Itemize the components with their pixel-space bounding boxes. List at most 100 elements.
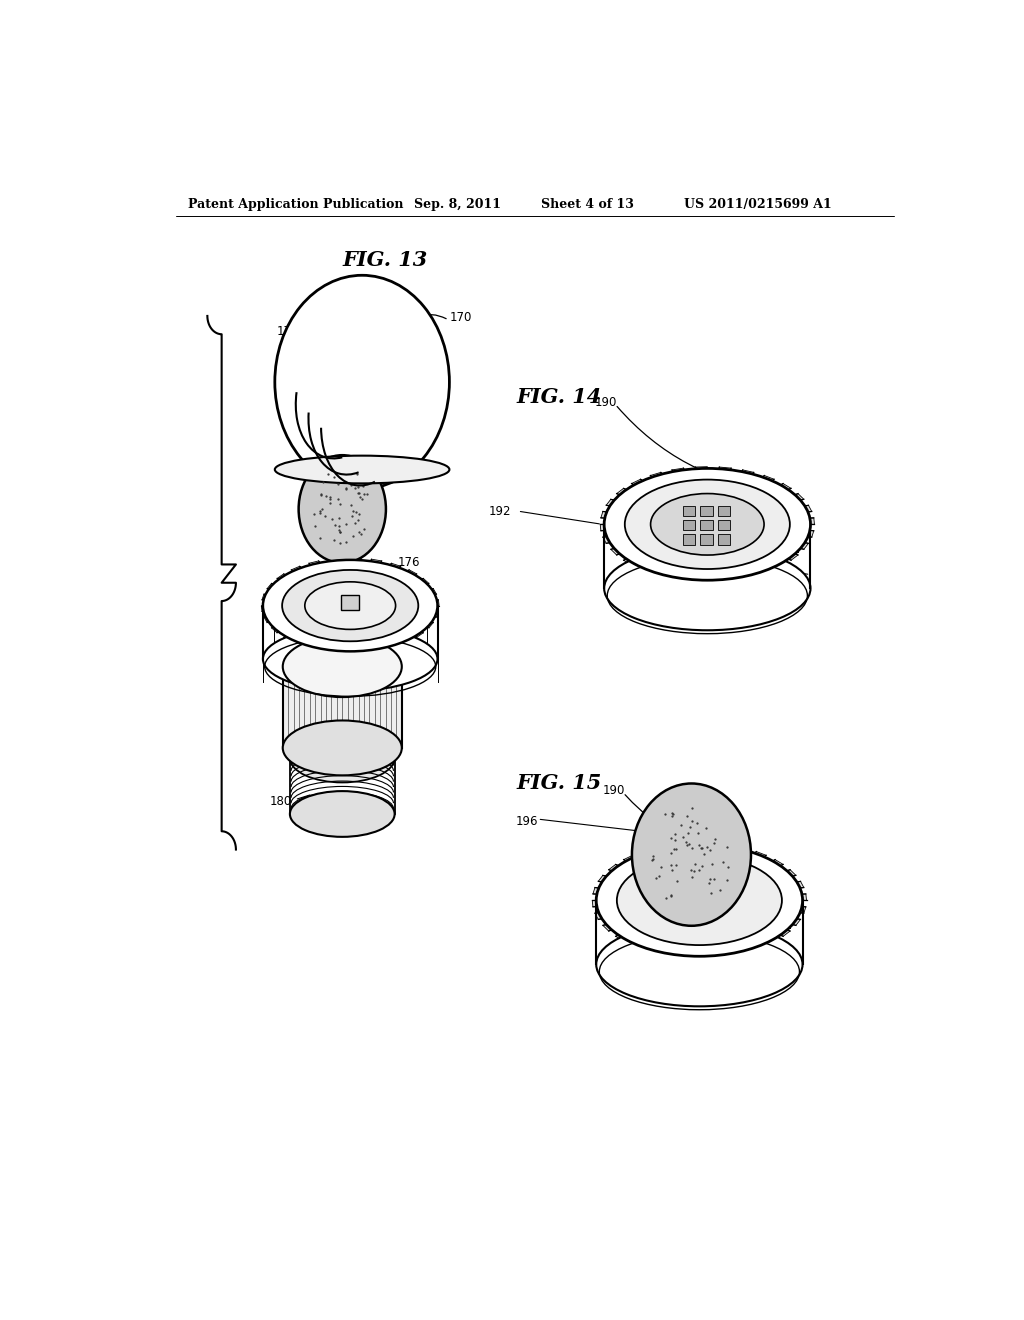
Polygon shape <box>318 639 335 652</box>
Ellipse shape <box>604 546 811 630</box>
Text: 190: 190 <box>602 784 625 797</box>
Polygon shape <box>777 906 806 913</box>
Polygon shape <box>329 558 342 572</box>
Polygon shape <box>716 467 731 483</box>
Polygon shape <box>762 923 791 936</box>
Polygon shape <box>642 849 665 865</box>
Polygon shape <box>717 941 735 957</box>
Ellipse shape <box>650 494 764 554</box>
Polygon shape <box>641 557 666 573</box>
Text: 196: 196 <box>515 814 538 828</box>
Polygon shape <box>632 479 657 494</box>
Ellipse shape <box>263 560 437 651</box>
Bar <box>700 520 713 531</box>
Polygon shape <box>366 560 382 573</box>
Polygon shape <box>660 562 681 578</box>
FancyBboxPatch shape <box>341 595 359 610</box>
Polygon shape <box>600 524 629 531</box>
Polygon shape <box>725 565 742 581</box>
Ellipse shape <box>596 845 803 956</box>
Bar <box>683 520 695 531</box>
Polygon shape <box>350 558 360 570</box>
Polygon shape <box>786 517 814 524</box>
Polygon shape <box>757 554 783 569</box>
Polygon shape <box>593 887 622 895</box>
Polygon shape <box>699 942 712 958</box>
FancyBboxPatch shape <box>283 667 401 748</box>
Bar <box>718 520 730 531</box>
Polygon shape <box>633 933 657 949</box>
Polygon shape <box>782 506 812 515</box>
Polygon shape <box>261 606 286 611</box>
Polygon shape <box>664 845 682 861</box>
Polygon shape <box>387 632 410 645</box>
Polygon shape <box>615 927 643 941</box>
Text: 194: 194 <box>618 540 641 553</box>
Polygon shape <box>774 882 804 891</box>
Polygon shape <box>767 870 796 882</box>
Ellipse shape <box>596 923 803 1006</box>
Bar <box>718 535 730 545</box>
Polygon shape <box>769 546 798 560</box>
Text: 192: 192 <box>488 504 511 517</box>
Polygon shape <box>284 628 307 642</box>
Polygon shape <box>779 539 809 549</box>
Polygon shape <box>300 635 319 648</box>
Ellipse shape <box>290 791 394 837</box>
Polygon shape <box>756 859 783 874</box>
Polygon shape <box>271 622 297 632</box>
Polygon shape <box>784 529 814 537</box>
Text: 176: 176 <box>397 557 420 569</box>
Text: FIG. 13: FIG. 13 <box>342 249 428 271</box>
Text: 170: 170 <box>450 312 472 325</box>
Polygon shape <box>774 494 804 506</box>
Polygon shape <box>408 618 433 628</box>
Polygon shape <box>309 561 327 574</box>
Text: 190: 190 <box>595 396 617 409</box>
Polygon shape <box>778 894 807 900</box>
Polygon shape <box>741 561 764 577</box>
Polygon shape <box>672 469 690 484</box>
Ellipse shape <box>290 734 394 783</box>
Polygon shape <box>267 583 293 593</box>
Polygon shape <box>683 566 698 582</box>
Polygon shape <box>414 610 438 616</box>
Text: Sheet 4 of 13: Sheet 4 of 13 <box>541 198 634 211</box>
Ellipse shape <box>283 636 401 697</box>
Polygon shape <box>734 936 757 952</box>
Polygon shape <box>733 470 754 486</box>
Polygon shape <box>278 574 301 586</box>
Polygon shape <box>726 846 745 862</box>
Text: Patent Application Publication: Patent Application Publication <box>187 198 403 211</box>
Polygon shape <box>624 550 651 565</box>
Polygon shape <box>695 467 708 482</box>
Text: Sep. 8, 2011: Sep. 8, 2011 <box>414 198 501 211</box>
Polygon shape <box>750 475 774 491</box>
Polygon shape <box>650 473 673 488</box>
Text: US 2011/0215699 A1: US 2011/0215699 A1 <box>684 198 831 211</box>
Polygon shape <box>653 939 673 954</box>
Polygon shape <box>771 915 801 925</box>
Ellipse shape <box>616 855 782 945</box>
Polygon shape <box>374 636 391 651</box>
Ellipse shape <box>632 784 751 925</box>
Bar <box>718 506 730 516</box>
Bar <box>683 535 695 545</box>
Ellipse shape <box>625 479 790 569</box>
Bar <box>700 506 713 516</box>
Text: FIG. 14: FIG. 14 <box>517 387 602 408</box>
Text: 172: 172 <box>404 619 427 632</box>
Ellipse shape <box>604 469 811 581</box>
Polygon shape <box>595 909 625 920</box>
Polygon shape <box>610 543 640 554</box>
Polygon shape <box>264 614 290 623</box>
Polygon shape <box>262 594 287 602</box>
Polygon shape <box>358 640 372 653</box>
Polygon shape <box>608 865 637 878</box>
Polygon shape <box>411 589 436 597</box>
Polygon shape <box>601 511 630 520</box>
Polygon shape <box>606 499 636 511</box>
Polygon shape <box>415 599 439 606</box>
Ellipse shape <box>283 721 401 775</box>
Polygon shape <box>676 942 690 957</box>
